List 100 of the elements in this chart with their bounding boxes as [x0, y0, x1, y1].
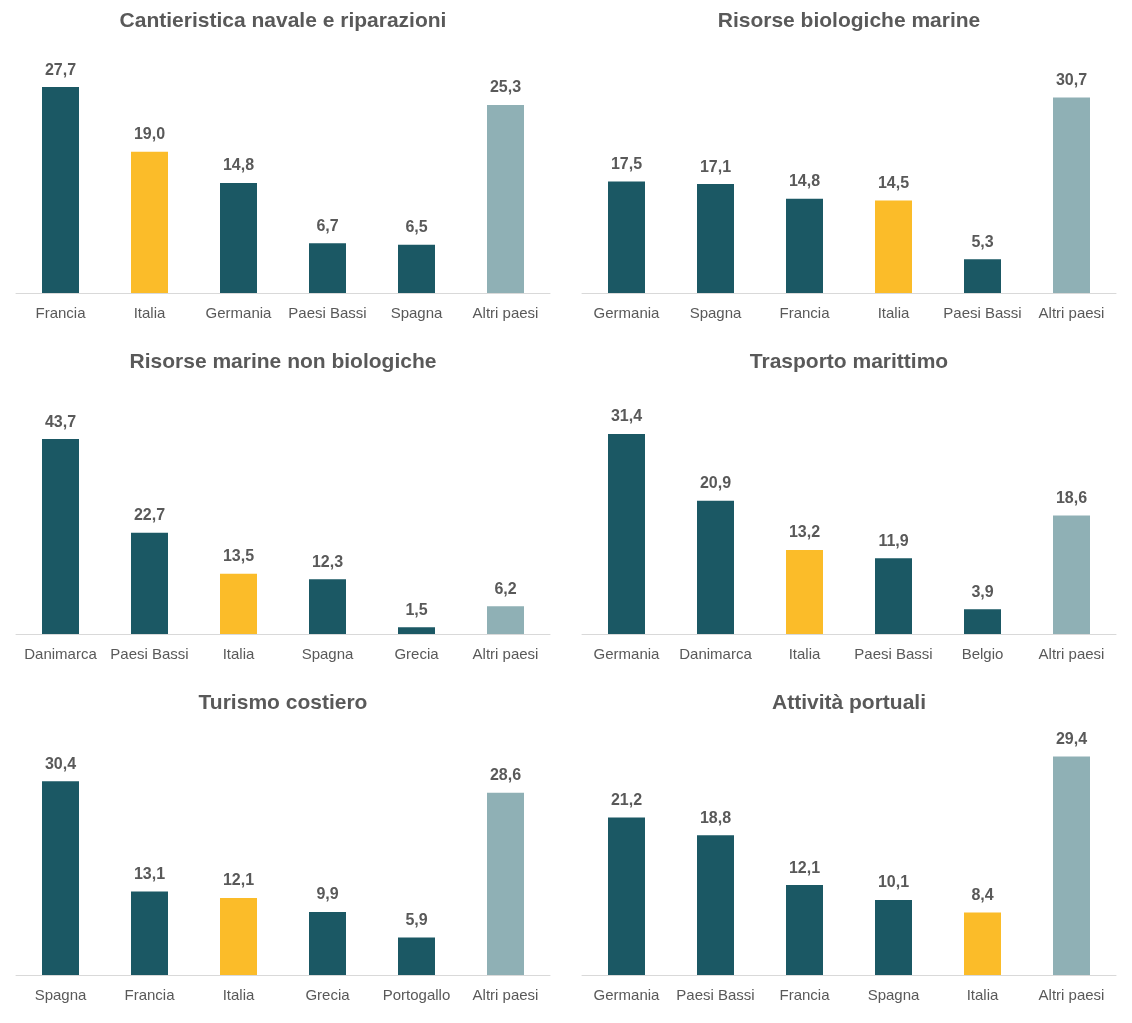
data-label: 1,5 — [405, 600, 428, 618]
bar — [786, 198, 823, 293]
bar — [42, 439, 79, 634]
bar — [131, 891, 168, 975]
x-tick-label: Germania — [205, 304, 273, 321]
data-label: 21,2 — [610, 790, 643, 808]
x-tick-label: Francia — [124, 986, 176, 1003]
data-label: 6,5 — [405, 218, 428, 236]
bar — [875, 899, 912, 975]
data-label: 9,9 — [316, 885, 339, 903]
bar — [964, 259, 1001, 293]
data-label: 6,2 — [494, 579, 517, 597]
bar — [220, 573, 257, 634]
data-label: 17,1 — [699, 157, 732, 175]
data-label: 6,7 — [316, 216, 339, 234]
data-label: 5,9 — [405, 910, 428, 928]
x-tick-label: Paesi Bassi — [288, 304, 367, 321]
data-label: 8,4 — [971, 886, 994, 904]
data-label: 3,9 — [971, 582, 994, 600]
chart-title: Turismo costiero — [198, 690, 368, 713]
x-tick-label: Italia — [222, 645, 255, 662]
data-label: 30,7 — [1055, 70, 1088, 88]
bar — [220, 182, 257, 293]
x-tick-label: Altri paesi — [1038, 986, 1105, 1003]
data-label: 10,1 — [877, 873, 910, 891]
data-label: 12,1 — [788, 858, 821, 876]
data-label: 28,6 — [489, 766, 522, 784]
data-label: 17,5 — [610, 155, 643, 172]
x-tick-label: Altri paesi — [472, 304, 539, 321]
bar — [309, 911, 346, 975]
bar — [398, 244, 435, 293]
data-label: 14,8 — [222, 156, 255, 174]
x-tick-label: Spagna — [301, 645, 355, 662]
x-tick-label: Paesi Bassi — [854, 645, 933, 662]
data-label: 11,9 — [878, 531, 909, 549]
bar — [964, 609, 1001, 634]
bar — [309, 579, 346, 634]
chart-title: Risorse biologiche marine — [717, 8, 981, 31]
data-label: 13,1 — [133, 865, 166, 883]
x-tick-label: Spagna — [689, 304, 743, 321]
bar — [875, 200, 912, 293]
x-tick-label: Paesi Bassi — [943, 304, 1022, 321]
data-label: 22,7 — [133, 506, 166, 524]
data-label: 43,7 — [44, 412, 77, 430]
x-tick-label: Francia — [779, 304, 831, 321]
data-label: 18,8 — [699, 808, 732, 826]
x-tick-label: Altri paesi — [1038, 304, 1105, 321]
bar — [697, 500, 734, 634]
data-label: 5,3 — [971, 232, 994, 250]
bar — [131, 151, 168, 293]
x-tick-label: Francia — [35, 304, 87, 321]
bar — [487, 792, 524, 975]
bar — [964, 912, 1001, 975]
x-tick-label: Altri paesi — [472, 986, 539, 1003]
data-label: 31,4 — [610, 407, 643, 425]
x-tick-label: Danimarca — [679, 645, 753, 662]
x-tick-label: Germania — [593, 645, 661, 662]
bar — [608, 433, 645, 634]
bar — [42, 87, 79, 293]
data-label: 25,3 — [489, 78, 522, 96]
x-tick-label: Italia — [877, 304, 910, 321]
data-label: 20,9 — [699, 474, 732, 492]
bar — [786, 885, 823, 975]
bar — [875, 558, 912, 634]
data-label: 30,4 — [44, 754, 77, 772]
data-label: 13,5 — [222, 547, 255, 565]
x-tick-label: Spagna — [867, 986, 921, 1003]
x-tick-label: Paesi Bassi — [676, 986, 755, 1003]
x-tick-label: Germania — [593, 304, 661, 321]
x-tick-label: Francia — [779, 986, 831, 1003]
bar — [398, 937, 435, 975]
x-tick-label: Grecia — [305, 986, 351, 1003]
x-tick-label: Italia — [788, 645, 821, 662]
data-label: 13,2 — [788, 523, 821, 541]
x-tick-label: Spagna — [34, 986, 88, 1003]
x-tick-label: Italia — [966, 986, 999, 1003]
x-tick-label: Belgio — [961, 645, 1004, 662]
x-tick-label: Spagna — [390, 304, 444, 321]
x-tick-label: Grecia — [394, 645, 440, 662]
x-tick-label: Italia — [222, 986, 255, 1003]
x-tick-label: Italia — [133, 304, 166, 321]
bar — [220, 897, 257, 975]
bar — [131, 532, 168, 634]
bar — [398, 627, 435, 634]
bar — [608, 181, 645, 293]
chart-title: Trasporto marittimo — [749, 349, 949, 372]
x-tick-label: Altri paesi — [1038, 645, 1105, 662]
x-tick-label: Germania — [593, 986, 661, 1003]
bar — [487, 606, 524, 634]
bar — [697, 184, 734, 293]
bar — [42, 781, 79, 975]
data-label: 12,3 — [311, 552, 344, 570]
chart-title: Cantieristica navale e riparazioni — [119, 8, 447, 31]
data-label: 12,1 — [222, 871, 255, 889]
x-tick-label: Portogallo — [382, 986, 451, 1003]
bar — [1053, 756, 1090, 975]
bar — [1053, 97, 1090, 293]
bar — [608, 817, 645, 975]
data-label: 18,6 — [1055, 488, 1088, 506]
data-label: 14,5 — [877, 174, 910, 192]
